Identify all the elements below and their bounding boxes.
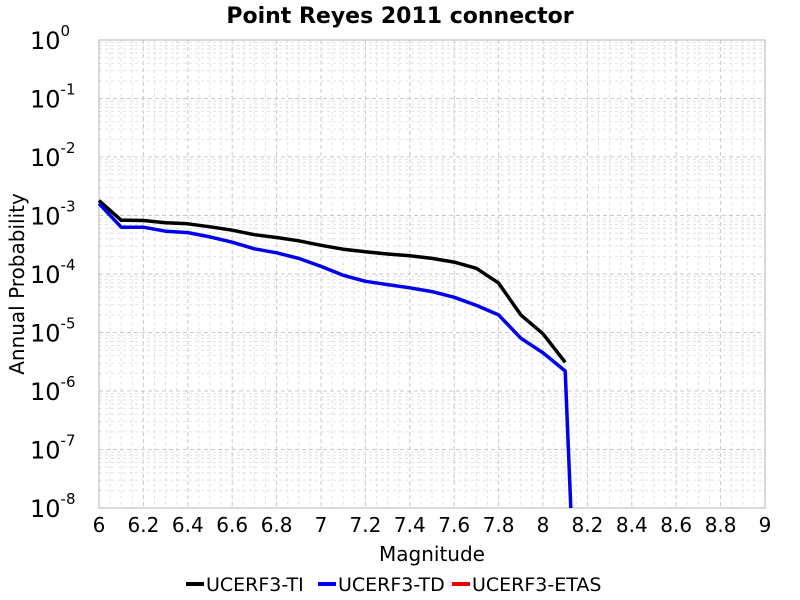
x-tick-label: 7.4 [394, 513, 426, 537]
legend-label-ucerf3-ti: UCERF3-TI [206, 574, 304, 596]
y-tick-label: 10-4 [30, 256, 76, 289]
x-tick-label: 8.6 [660, 513, 692, 537]
y-tick-label: 10-6 [30, 373, 76, 406]
y-tick-label: 10-1 [30, 81, 76, 114]
x-tick-label: 7 [315, 513, 328, 537]
x-tick-label: 7.8 [483, 513, 515, 537]
y-tick-label: 10-2 [30, 139, 76, 172]
series-layer [97, 199, 573, 509]
grid [98, 39, 766, 509]
y-tick-label: 10-7 [30, 432, 76, 465]
y-tick-label: 10-3 [30, 198, 76, 231]
series-line-ucerf3-td [97, 202, 573, 509]
x-tick-label: 8.8 [705, 513, 737, 537]
legend-label-ucerf3-etas: UCERF3-ETAS [472, 574, 601, 596]
x-tick-label: 6 [93, 513, 106, 537]
x-axis-ticks: 6 6.2 6.4 6.6 6.8 7 7.2 7.4 7.6 7.8 8 8.2 8.4 8.6 8.8 9 [93, 513, 772, 537]
y-tick-label: 10-8 [30, 490, 76, 523]
series-line-ucerf3-ti [97, 199, 567, 364]
x-tick-label: 6.8 [261, 513, 293, 537]
chart-title: Point Reyes 2011 connector [226, 4, 573, 29]
x-tick-label: 7.2 [349, 513, 381, 537]
y-tick-label: 100 [30, 22, 70, 55]
x-tick-label: 6.2 [127, 513, 159, 537]
legend-label-ucerf3-td: UCERF3-TD [338, 574, 445, 596]
x-axis-label: Magnitude [379, 542, 485, 566]
x-tick-label: 8.2 [571, 513, 603, 537]
x-tick-label: 6.6 [216, 513, 248, 537]
x-tick-label: 8 [537, 513, 550, 537]
y-axis-label: Annual Probability [5, 193, 29, 375]
y-tick-label: 10-5 [30, 315, 76, 348]
plot-area-border [98, 39, 766, 509]
y-axis-ticks: 100 10-1 10-2 10-3 10-4 10-5 10-6 10-7 10-8 [30, 22, 76, 523]
legend: UCERF3-TI UCERF3-TD UCERF3-ETAS [186, 574, 601, 596]
x-tick-label: 7.6 [438, 513, 470, 537]
x-tick-label: 8.4 [616, 513, 648, 537]
x-tick-label: 6.4 [172, 513, 204, 537]
x-tick-label: 9 [759, 513, 772, 537]
